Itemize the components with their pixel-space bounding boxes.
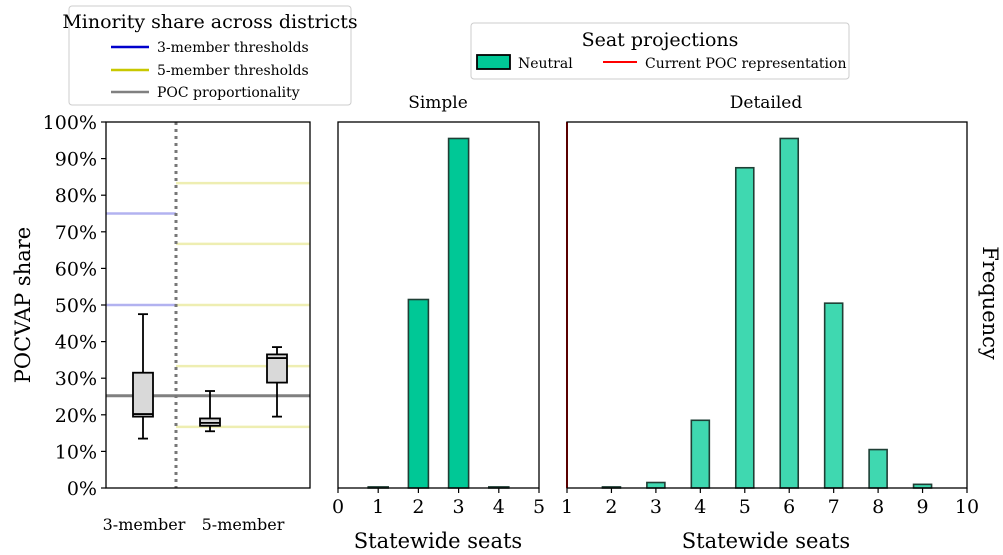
x-tick-label-0: 1 xyxy=(561,496,573,518)
detailed-panel-title: Detailed xyxy=(730,93,803,113)
y-tick-label-8: 80% xyxy=(55,185,97,207)
frequency-axis-title: Frequency xyxy=(978,246,1002,360)
x-tick-label-3: 4 xyxy=(694,496,706,518)
bar-detailed-6 xyxy=(779,137,800,489)
x-tick-label-3: 3 xyxy=(453,496,465,518)
x-tick-label-1: 1 xyxy=(372,496,384,518)
x-tick-label-5: 5 xyxy=(533,496,545,518)
x-tick-label-4: 4 xyxy=(493,496,505,518)
y-tick-label-4: 40% xyxy=(55,332,97,354)
bar-detailed-7 xyxy=(823,302,844,489)
detailed-bars xyxy=(601,137,933,489)
legend-neutral-swatch xyxy=(476,54,511,70)
y-tick-label-9: 90% xyxy=(55,149,97,171)
x-tick-label-5: 6 xyxy=(783,496,795,518)
y-tick-label-7: 70% xyxy=(55,222,97,244)
minority-legend: Minority share across districts 3-member… xyxy=(62,5,358,106)
x-tick-label-8: 9 xyxy=(917,496,929,518)
legend-proportionality-label: POC proportionality xyxy=(157,85,300,101)
detailed-axes-frame xyxy=(566,121,968,489)
bar-detailed-8 xyxy=(868,448,888,489)
seats-legend: Seat projections Neutral Current POC rep… xyxy=(470,22,850,80)
legend-neutral-label: Neutral xyxy=(518,56,573,72)
box-iqr-0 xyxy=(132,371,154,418)
y-tick-label-2: 20% xyxy=(55,405,97,427)
y-tick-label-6: 60% xyxy=(55,258,97,280)
simple-panel: Simple 0 1 2 3 4 5 Statewide seats xyxy=(332,93,545,553)
simple-x-axis-title: Statewide seats xyxy=(354,529,522,553)
left-y-axis-title: POCVAP share xyxy=(11,227,35,383)
simple-x-ticks: 0 1 2 3 4 5 xyxy=(332,488,545,518)
seats-legend-frame xyxy=(470,22,850,80)
legend-current-poc-label: Current POC representation xyxy=(645,56,846,72)
legend-5-member-label: 5-member thresholds xyxy=(157,63,309,79)
simple-axes-frame xyxy=(337,121,540,489)
y-tick-label-0: 0% xyxy=(67,478,97,500)
x-tick-label-2: 3 xyxy=(650,496,662,518)
simple-bars xyxy=(367,137,510,489)
x-tick-label-7: 8 xyxy=(872,496,884,518)
legend-3-member-label: 3-member thresholds xyxy=(157,40,309,56)
x-tick-label-2: 2 xyxy=(412,496,424,518)
bar-simple-3 xyxy=(447,137,470,489)
left-y-ticks: 0% 10% 20% 30% 40% 50% 60% 70% 80% 90% 100% xyxy=(43,112,106,500)
bar-detailed-4 xyxy=(690,419,711,489)
box-iqr-2 xyxy=(266,353,288,384)
bar-simple-2 xyxy=(407,298,430,489)
y-tick-label-10: 100% xyxy=(43,112,97,134)
simple-panel-title: Simple xyxy=(408,93,468,113)
x-tick-label-6: 7 xyxy=(828,496,840,518)
bar-detailed-5 xyxy=(734,166,755,489)
y-tick-label-1: 10% xyxy=(55,441,97,463)
x-tick-label-9: 10 xyxy=(955,496,979,518)
left-panel: 0% 10% 20% 30% 40% 50% 60% 70% 80% 90% 100% 3-memb… xyxy=(11,112,311,534)
bar-detailed-3 xyxy=(646,481,666,489)
x-tick-label-0: 0 xyxy=(332,496,344,518)
seats-legend-title: Seat projections xyxy=(582,29,739,51)
detailed-panel: Detailed 1 2 3 4 5 6 7 8 9 10 Statewide seats Fre… xyxy=(561,93,1002,553)
minority-legend-title: Minority share across districts xyxy=(62,11,357,33)
x-tick-label-4: 5 xyxy=(739,496,751,518)
category-3-member-label: 3-member xyxy=(103,515,186,534)
detailed-x-ticks: 1 2 3 4 5 6 7 8 9 10 xyxy=(561,488,979,518)
detailed-x-axis-title: Statewide seats xyxy=(682,529,850,553)
minority-legend-frame xyxy=(68,5,352,106)
category-5-member-label: 5-member xyxy=(202,515,285,534)
y-tick-label-3: 30% xyxy=(55,368,97,390)
x-tick-label-1: 2 xyxy=(605,496,617,518)
box-plots xyxy=(132,313,288,440)
y-tick-label-5: 50% xyxy=(55,295,97,317)
